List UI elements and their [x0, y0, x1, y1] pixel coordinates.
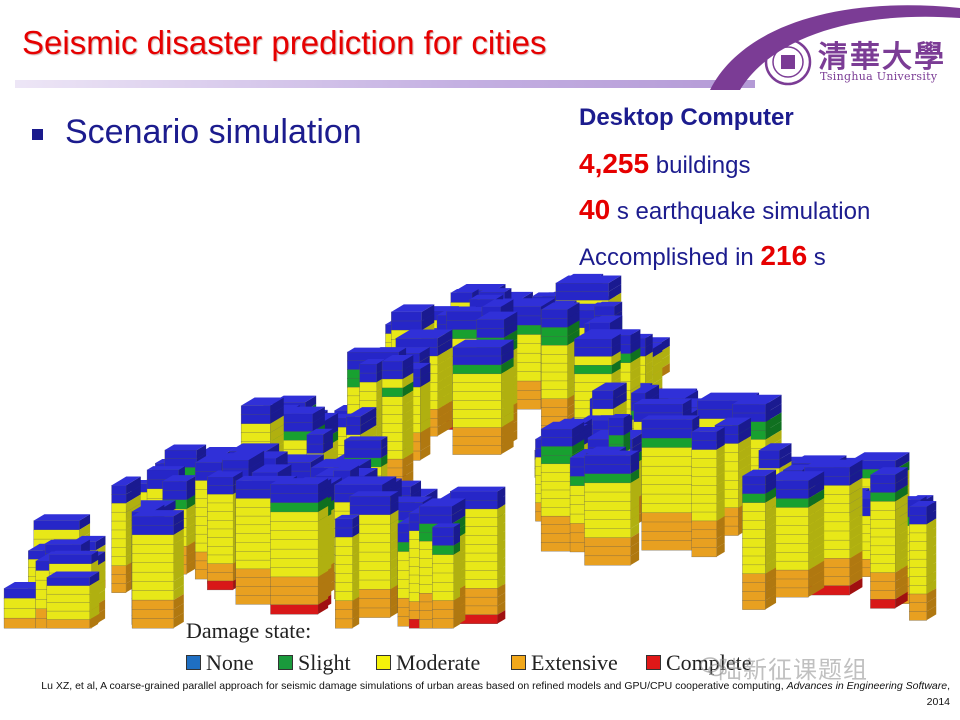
legend-label: None	[206, 650, 254, 675]
reference-text: Lu XZ, et al, A coarse-grained parallel …	[41, 680, 787, 692]
duration-label: s earthquake simulation	[610, 198, 871, 225]
accomplished-prefix: Accomplished in	[579, 244, 761, 271]
accomplished-suffix: s	[807, 244, 826, 271]
legend-swatch	[186, 655, 201, 671]
legend-title: Damage state:	[186, 618, 312, 643]
duration-value: 40	[579, 194, 611, 225]
stats-panel: Desktop Computer 4,255 buildings 40 s ea…	[579, 102, 870, 286]
stats-accomplished: Accomplished in 216 s	[579, 240, 870, 286]
reference-journal: Advances in Engineering Software	[786, 680, 948, 692]
reference-citation: Lu XZ, et al, A coarse-grained parallel …	[20, 678, 950, 710]
title-underline	[15, 80, 755, 88]
city-damage-visualization	[3, 273, 937, 629]
buildings-value: 4,255	[579, 148, 650, 179]
legend-item-moderate: Moderate	[376, 650, 480, 676]
legend-item-slight: Slight	[278, 650, 351, 676]
legend-swatch	[511, 655, 526, 671]
legend-label: Moderate	[396, 650, 481, 675]
bullet-scenario-simulation: Scenario simulation	[65, 113, 362, 151]
buildings-label: buildings	[649, 152, 751, 179]
accomplished-value: 216	[760, 240, 808, 271]
logo-swoosh	[710, 5, 960, 90]
reference-year: , 2014	[926, 680, 950, 708]
legend-swatch	[278, 655, 293, 671]
stats-duration: 40 s earthquake simulation	[579, 194, 870, 240]
legend-label: Extensive	[531, 650, 618, 675]
legend-item-none: None	[186, 650, 254, 676]
wechat-icon	[700, 657, 724, 677]
logo-english-name: Tsinghua University	[820, 70, 938, 83]
legend-label: Slight	[298, 650, 351, 675]
legend-swatch	[646, 655, 661, 671]
stats-buildings: 4,255 buildings	[579, 148, 870, 194]
bullet-marker	[32, 129, 43, 140]
slide-title: Seismic disaster prediction for cities	[22, 24, 547, 61]
logo-chinese-name: 清華大學	[818, 40, 946, 75]
watermark-text: 陆新征课题组	[718, 656, 868, 684]
legend-item-extensive: Extensive	[511, 650, 618, 676]
stats-heading: Desktop Computer	[579, 104, 794, 131]
legend-swatch	[376, 655, 391, 671]
tsinghua-seal-icon	[764, 38, 812, 86]
